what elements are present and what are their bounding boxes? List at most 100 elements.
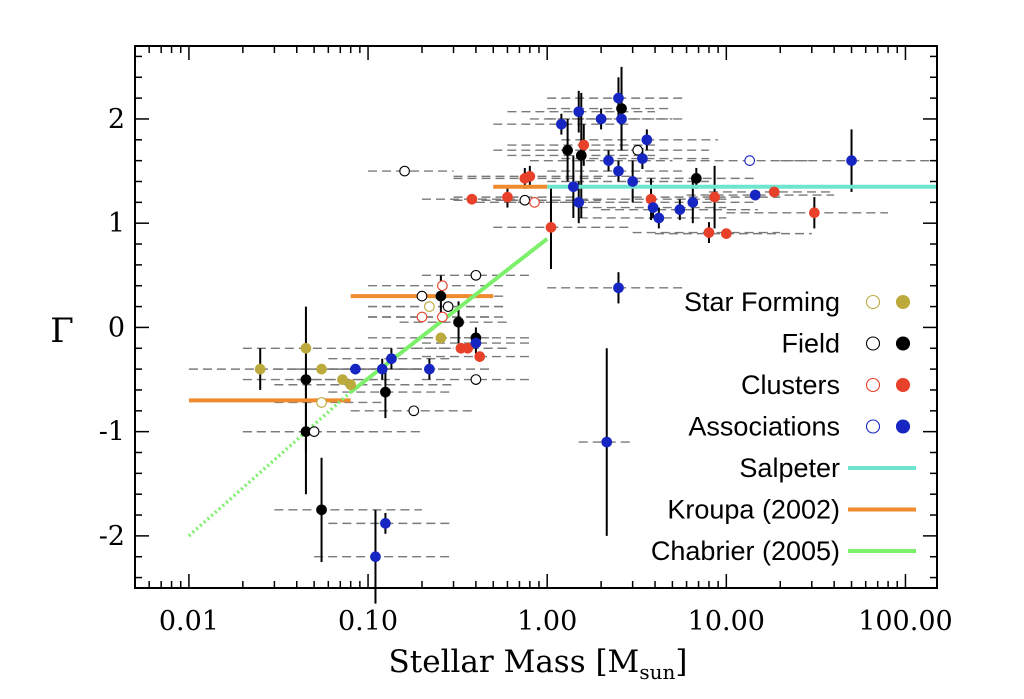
associations-point xyxy=(653,212,665,224)
x-tick-label: 0.01 xyxy=(159,606,219,637)
legend-open-marker xyxy=(865,336,881,351)
field-point xyxy=(300,374,312,385)
legend-open-marker xyxy=(865,377,881,393)
star_forming-point xyxy=(435,332,447,344)
clusters-point xyxy=(529,196,540,208)
clusters-point xyxy=(474,351,486,362)
x-tick-label: 0.10 xyxy=(338,606,398,637)
field-point xyxy=(416,290,428,302)
legend-label: Kroupa (2002) xyxy=(667,495,840,525)
clusters-point xyxy=(437,311,448,323)
associations-point xyxy=(376,363,388,375)
field-point xyxy=(399,165,410,177)
field-point xyxy=(408,405,420,417)
y-tick-label: -2 xyxy=(99,521,125,552)
clusters-point xyxy=(524,170,536,182)
y-tick-label: -1 xyxy=(99,417,125,448)
legend-filled-marker xyxy=(895,294,911,310)
clusters-point xyxy=(466,193,478,205)
associations-point xyxy=(674,204,686,215)
legend-label: Chabrier (2005) xyxy=(651,536,840,566)
clusters-point xyxy=(416,311,428,323)
clusters-point xyxy=(462,342,474,354)
field-point xyxy=(562,144,573,156)
field-point xyxy=(616,103,627,114)
star_forming-point xyxy=(337,374,348,385)
legend-open-marker xyxy=(865,419,881,434)
associations-point xyxy=(744,155,756,167)
legend-filled-marker xyxy=(895,377,911,393)
associations-point xyxy=(556,118,567,130)
x-axis-label-end: ] xyxy=(675,644,687,680)
x-axis-label-sub: sun xyxy=(639,660,675,684)
field-point xyxy=(470,269,482,281)
legend-label: Associations xyxy=(688,412,840,442)
associations-point xyxy=(616,113,627,125)
clusters-point xyxy=(578,139,590,151)
x-tick-label: 1.00 xyxy=(517,606,577,637)
field-point xyxy=(519,194,531,206)
legend: Star Forming Field Clusters Associations Sal… xyxy=(651,287,916,566)
field-point xyxy=(575,150,587,161)
associations-point xyxy=(573,106,585,118)
clusters-point xyxy=(768,186,780,198)
clusters-point xyxy=(808,207,820,219)
associations-point xyxy=(613,165,624,177)
associations-point xyxy=(370,551,381,563)
field-point xyxy=(632,144,644,156)
x-axis-label-main: Stellar Mass [M xyxy=(389,644,640,680)
field-point xyxy=(308,426,320,438)
y-tick-label: 1 xyxy=(108,208,125,239)
associations-point xyxy=(350,363,361,375)
data-points xyxy=(254,92,857,563)
clusters-point xyxy=(703,227,715,238)
associations-point xyxy=(749,189,761,201)
legend-label: Clusters xyxy=(741,370,840,400)
star_forming-point xyxy=(316,363,327,375)
associations-point xyxy=(595,113,607,125)
legend-label: Salpeter xyxy=(739,453,840,483)
associations-point xyxy=(613,282,624,294)
associations-point xyxy=(424,363,435,375)
field-point xyxy=(442,301,454,312)
star_forming-point xyxy=(316,397,327,408)
y-tick-label: 0 xyxy=(108,312,125,343)
star_forming-point xyxy=(424,301,435,312)
star_forming-point xyxy=(345,379,357,391)
star_forming-point xyxy=(254,363,266,375)
y-axis-label: Γ xyxy=(50,311,74,351)
clusters-point xyxy=(709,191,720,203)
x-axis-label: Stellar Mass [Msun] xyxy=(389,644,688,684)
field-point xyxy=(316,504,327,516)
legend-open-marker xyxy=(865,294,881,310)
field-point xyxy=(470,374,482,385)
clusters-point xyxy=(720,228,732,239)
legend-label: Field xyxy=(781,329,840,359)
x-tick-label: 10.00 xyxy=(688,606,765,637)
field-point xyxy=(380,386,391,398)
chabrier-model-line xyxy=(187,390,352,538)
associations-point xyxy=(637,153,648,164)
legend-filled-marker xyxy=(895,336,911,351)
legend-label: Star Forming xyxy=(684,287,840,317)
associations-point xyxy=(380,518,391,529)
legend-filled-marker xyxy=(895,419,911,434)
star_forming-point xyxy=(300,342,312,354)
associations-point xyxy=(470,337,482,349)
field-point xyxy=(453,316,464,328)
y-tick-label: 2 xyxy=(108,104,125,135)
associations-point xyxy=(613,92,624,104)
axes: -2 -1 0 1 2 0.01 0.10 1.00 10.00 100.00 xyxy=(99,45,953,637)
associations-point xyxy=(386,353,397,365)
associations-point xyxy=(687,196,699,208)
associations-point xyxy=(647,202,659,213)
clusters-point xyxy=(545,222,557,233)
field-point xyxy=(435,290,447,302)
associations-point xyxy=(568,181,579,193)
associations-point xyxy=(641,134,653,146)
associations-point xyxy=(573,196,585,208)
clusters-point xyxy=(502,191,513,203)
field-point xyxy=(690,173,702,184)
